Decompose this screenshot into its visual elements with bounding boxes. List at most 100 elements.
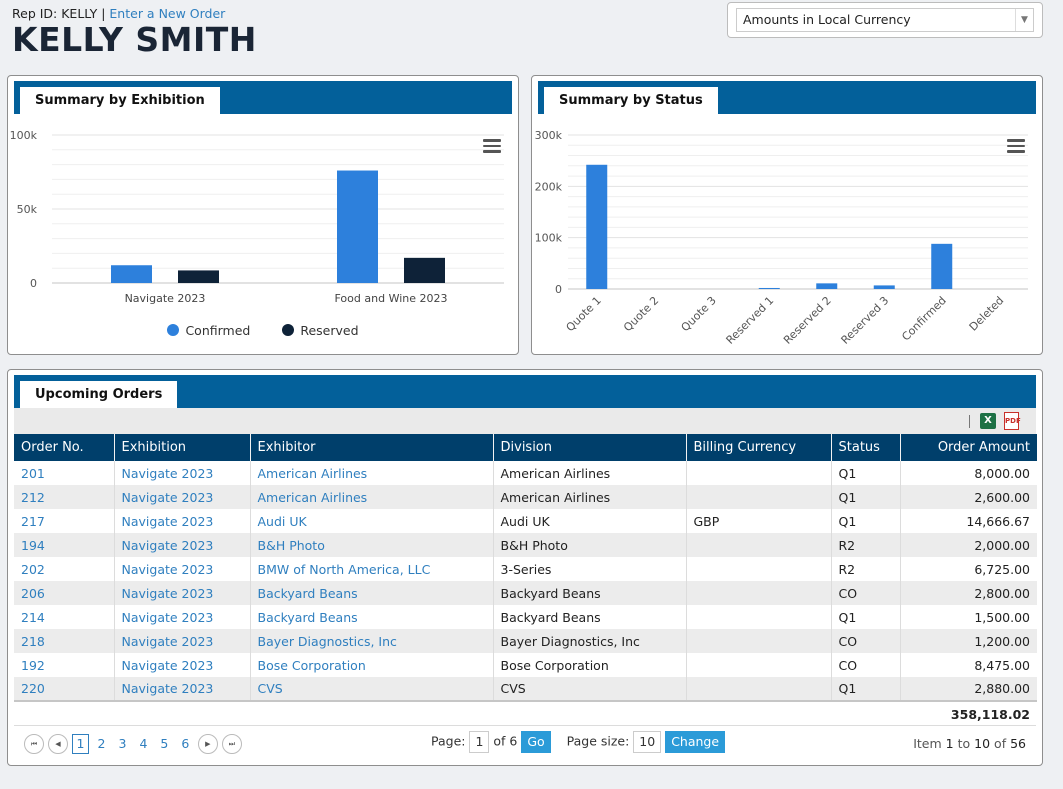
column-header-order-amount[interactable]: Order Amount: [900, 434, 1037, 461]
column-header-status[interactable]: Status: [831, 434, 901, 461]
billing-currency-cell: [686, 605, 832, 629]
page-link-2[interactable]: 2: [97, 736, 106, 751]
order-amount-cell: 14,666.67: [966, 513, 1030, 529]
panel-header-band: Upcoming Orders: [14, 375, 1036, 408]
billing-currency-cell: [686, 533, 832, 557]
page-link-3[interactable]: 3: [118, 736, 127, 751]
exhibition-link[interactable]: Navigate 2023: [114, 653, 251, 677]
division-cell: Bose Corporation: [493, 653, 687, 677]
status-cell: Q1: [831, 605, 901, 629]
exhibitor-link[interactable]: Audi UK: [250, 509, 494, 533]
exhibition-link[interactable]: Navigate 2023: [114, 533, 251, 557]
table-row: 212 Navigate 2023 American Airlines Amer…: [14, 485, 1037, 509]
go-button[interactable]: Go: [521, 731, 551, 753]
order-amount-cell: 1,500.00: [974, 609, 1030, 625]
order-number-link[interactable]: 220: [14, 677, 115, 701]
page-size-label: Page size:: [566, 733, 630, 749]
status-cell: CO: [831, 629, 901, 653]
page-header: Rep ID: KELLY | Enter a New Order KELLY …: [12, 6, 257, 59]
table-row: 202 Navigate 2023 BMW of North America, …: [14, 557, 1037, 581]
exhibitor-link[interactable]: Backyard Beans: [250, 605, 494, 629]
bar-status: [758, 287, 780, 289]
page-size-input[interactable]: 10: [633, 731, 662, 753]
order-number-link[interactable]: 218: [14, 629, 115, 653]
previous-page-button[interactable]: ◀: [47, 734, 68, 754]
exhibition-link[interactable]: Navigate 2023: [114, 461, 251, 485]
exhibition-link[interactable]: Navigate 2023: [114, 581, 251, 605]
division-cell: Audi UK: [493, 509, 687, 533]
status-cell: Q1: [831, 509, 901, 533]
currency-box: Amounts in Local Currency ▼: [727, 2, 1043, 38]
panel-header-band: Summary by Exhibition: [14, 81, 512, 114]
table-row: 218 Navigate 2023 Bayer Diagnostics, Inc…: [14, 629, 1037, 653]
legend-dot-reserved: [282, 324, 295, 336]
page-count-label: of 6: [493, 733, 518, 749]
division-cell: Backyard Beans: [493, 581, 687, 605]
y-tick-label: 300k: [535, 129, 563, 142]
last-page-button[interactable]: ⏭: [221, 734, 242, 754]
item-prefix: Item: [913, 736, 942, 751]
exhibitor-link[interactable]: B&H Photo: [250, 533, 494, 557]
exhibitor-link[interactable]: Backyard Beans: [250, 581, 494, 605]
page-link-6[interactable]: 6: [181, 736, 190, 751]
exhibition-link[interactable]: Navigate 2023: [114, 677, 251, 701]
tab-upcoming-orders[interactable]: Upcoming Orders: [20, 381, 178, 408]
footer-spacer: [14, 700, 900, 727]
chart-menu-icon[interactable]: [483, 139, 501, 153]
page-number-input[interactable]: 1: [469, 731, 490, 753]
exhibitor-link[interactable]: BMW of North America, LLC: [250, 557, 494, 581]
order-number-link[interactable]: 194: [14, 533, 115, 557]
x-tick-label: Deleted: [967, 294, 1007, 334]
bar-confirmed: [337, 170, 378, 283]
column-header-exhibitor[interactable]: Exhibitor: [250, 434, 494, 461]
order-number-link[interactable]: 217: [14, 509, 115, 533]
exhibition-link[interactable]: Navigate 2023: [114, 557, 251, 581]
exhibitor-link[interactable]: CVS: [250, 677, 494, 701]
chart-menu-icon[interactable]: [1007, 139, 1025, 153]
first-page-button[interactable]: ⏮: [24, 734, 44, 754]
order-number-link[interactable]: 214: [14, 605, 115, 629]
exhibition-link[interactable]: Navigate 2023: [114, 605, 251, 629]
column-header-exhibition[interactable]: Exhibition: [114, 434, 251, 461]
exhibition-link[interactable]: Navigate 2023: [114, 485, 251, 509]
change-button[interactable]: Change: [665, 731, 726, 753]
tab-summary-by-status[interactable]: Summary by Status: [544, 87, 718, 114]
billing-currency-cell: [686, 653, 832, 677]
x-tick-label: Reserved 3: [839, 294, 892, 347]
division-cell: B&H Photo: [493, 533, 687, 557]
status-cell: Q1: [831, 485, 901, 509]
column-header-billing-currency[interactable]: Billing Currency: [686, 434, 832, 461]
order-number-link[interactable]: 206: [14, 581, 115, 605]
enter-new-order-link[interactable]: Enter a New Order: [109, 6, 226, 21]
order-number-link[interactable]: 202: [14, 557, 115, 581]
y-tick-label: 100k: [535, 232, 563, 245]
column-header-division[interactable]: Division: [493, 434, 687, 461]
exhibitor-link[interactable]: Bose Corporation: [250, 653, 494, 677]
legend-item-confirmed[interactable]: Confirmed: [167, 323, 250, 338]
billing-currency-cell: [686, 677, 832, 701]
item-total: 56: [1010, 736, 1026, 751]
next-page-button[interactable]: ▶: [197, 734, 218, 754]
tab-summary-by-exhibition[interactable]: Summary by Exhibition: [20, 87, 220, 114]
x-tick-label: Navigate 2023: [125, 292, 206, 305]
x-tick-label: Quote 2: [621, 294, 661, 334]
page-link-4[interactable]: 4: [139, 736, 148, 751]
order-number-link[interactable]: 212: [14, 485, 115, 509]
exhibition-link[interactable]: Navigate 2023: [114, 509, 251, 533]
table-row: 192 Navigate 2023 Bose Corporation Bose …: [14, 653, 1037, 677]
page-link-5[interactable]: 5: [160, 736, 169, 751]
exhibition-link[interactable]: Navigate 2023: [114, 629, 251, 653]
column-header-order-no[interactable]: Order No.: [14, 434, 115, 461]
exhibitor-link[interactable]: American Airlines: [250, 461, 494, 485]
legend-item-reserved[interactable]: Reserved: [282, 323, 359, 338]
order-number-link[interactable]: 201: [14, 461, 115, 485]
chevron-down-icon[interactable]: ▼: [1015, 9, 1033, 31]
exhibitor-link[interactable]: Bayer Diagnostics, Inc: [250, 629, 494, 653]
billing-currency-cell: [686, 461, 832, 485]
export-excel-icon[interactable]: X: [980, 413, 996, 429]
order-number-link[interactable]: 192: [14, 653, 115, 677]
exhibitor-link[interactable]: American Airlines: [250, 485, 494, 509]
page-link-1[interactable]: 1: [71, 734, 89, 754]
currency-select[interactable]: Amounts in Local Currency ▼: [736, 8, 1034, 32]
export-pdf-icon[interactable]: PDF: [1004, 412, 1021, 430]
